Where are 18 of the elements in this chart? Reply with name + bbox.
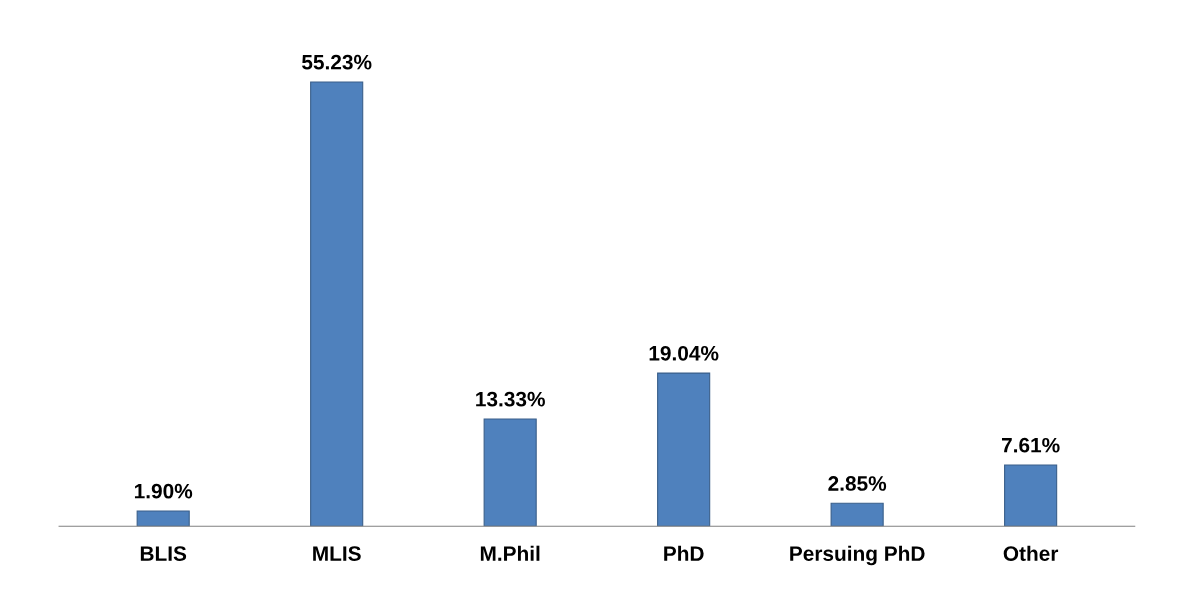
data-label: 19.04% (649, 345, 719, 361)
bar (830, 502, 884, 527)
data-label: 1.90% (134, 483, 193, 499)
x-tick-label: Other (1003, 545, 1059, 561)
bar (136, 510, 190, 527)
bar (483, 418, 537, 527)
data-label: 2.85% (828, 476, 887, 491)
bar (1004, 464, 1058, 527)
x-tick-label: BLIS (140, 546, 187, 561)
data-label: 55.23% (301, 54, 372, 70)
x-tick-label: PhD (664, 545, 704, 561)
bar (310, 81, 364, 527)
x-tick-label: MLIS (313, 546, 361, 561)
x-tick-label: M.Phil (480, 545, 540, 561)
x-tick-label: Persuing PhD (790, 545, 925, 566)
data-label: 7.61% (1001, 437, 1060, 453)
bar (657, 372, 711, 527)
data-label: 13.33% (476, 391, 545, 407)
